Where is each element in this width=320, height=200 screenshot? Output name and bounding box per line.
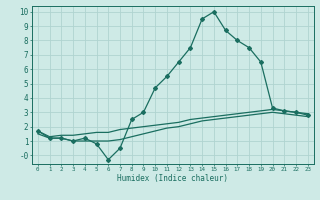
X-axis label: Humidex (Indice chaleur): Humidex (Indice chaleur) [117,174,228,183]
